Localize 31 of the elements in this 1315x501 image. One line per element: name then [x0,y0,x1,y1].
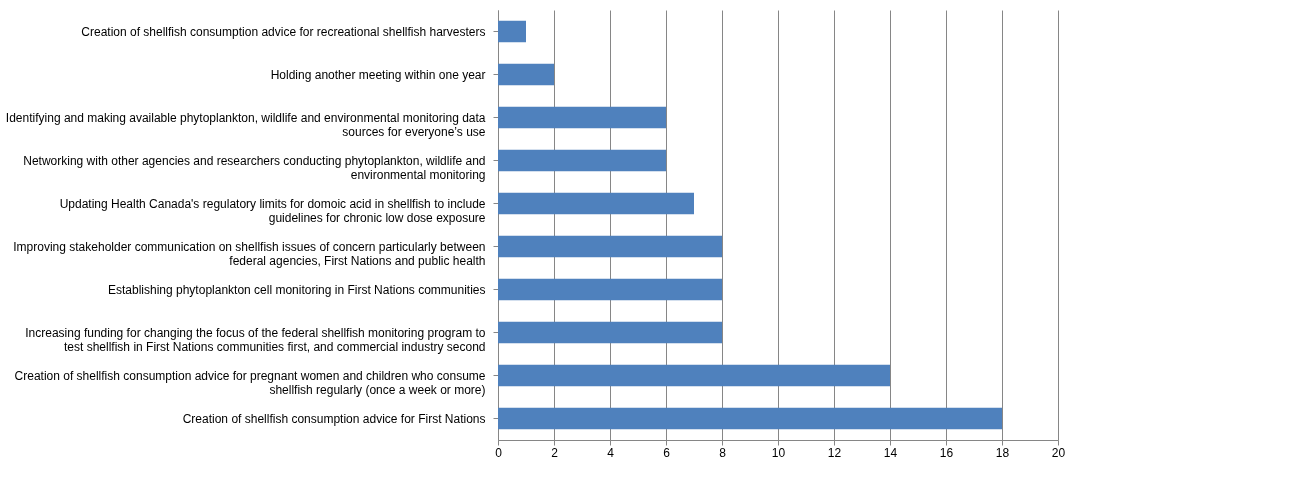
bar [498,20,526,43]
x-tick-label: 8 [719,445,727,460]
y-tick-label: Networking with other agencies and researchers conducting phytoplankton, wildlife and environmental monitoring [23,153,486,182]
x-tick-label: 10 [771,445,786,460]
y-tick-label: Establishing phytoplankton cell monitoring in First Nations communities [107,282,486,297]
y-tick-label: Increasing funding for changing the focus of the federal shellfish monitoring program to test shellfish in First Nations communities first, and commercial industry second [25,325,486,354]
y-tick-label: Creation of shellfish consumption advice for pregnant women and children who consume shellfish regularly (once a week or more) [14,368,486,397]
x-tick-label: 20 [1051,445,1066,460]
bar [498,106,666,129]
x-tick-label: 2 [551,445,559,460]
bar [498,192,694,215]
bar [498,278,722,301]
x-tick-label: 0 [495,445,503,460]
bar [498,149,666,172]
x-tick-label: 4 [607,445,615,460]
x-tick-label: 18 [995,445,1010,460]
bar [498,235,722,258]
x-tick-label: 6 [663,445,671,460]
x-tick-label: 12 [827,445,842,460]
y-tick-label: Improving stakeholder communication on shellfish issues of concern particularly between federal agencies, First Nations and public health [13,239,486,268]
bar [498,63,554,86]
bar [498,364,890,387]
bar [498,321,722,344]
bar [498,407,1002,430]
y-tick-label: Creation of shellfish consumption advice for recreational shellfish harvesters [81,24,486,39]
y-tick-label: Updating Health Canada's regulatory limits for domoic acid in shellfish to include guidelines for chronic low dose exposure [59,196,486,225]
x-tick-label: 14 [883,445,898,460]
y-tick-label: Identifying and making available phytoplankton, wildlife and environmental monitoring data sources for everyone’s use [5,110,486,139]
y-tick-label: Creation of shellfish consumption advice for First Nations [182,411,486,426]
y-tick-label: Holding another meeting within one year [270,67,486,82]
x-tick-label: 16 [939,445,954,460]
